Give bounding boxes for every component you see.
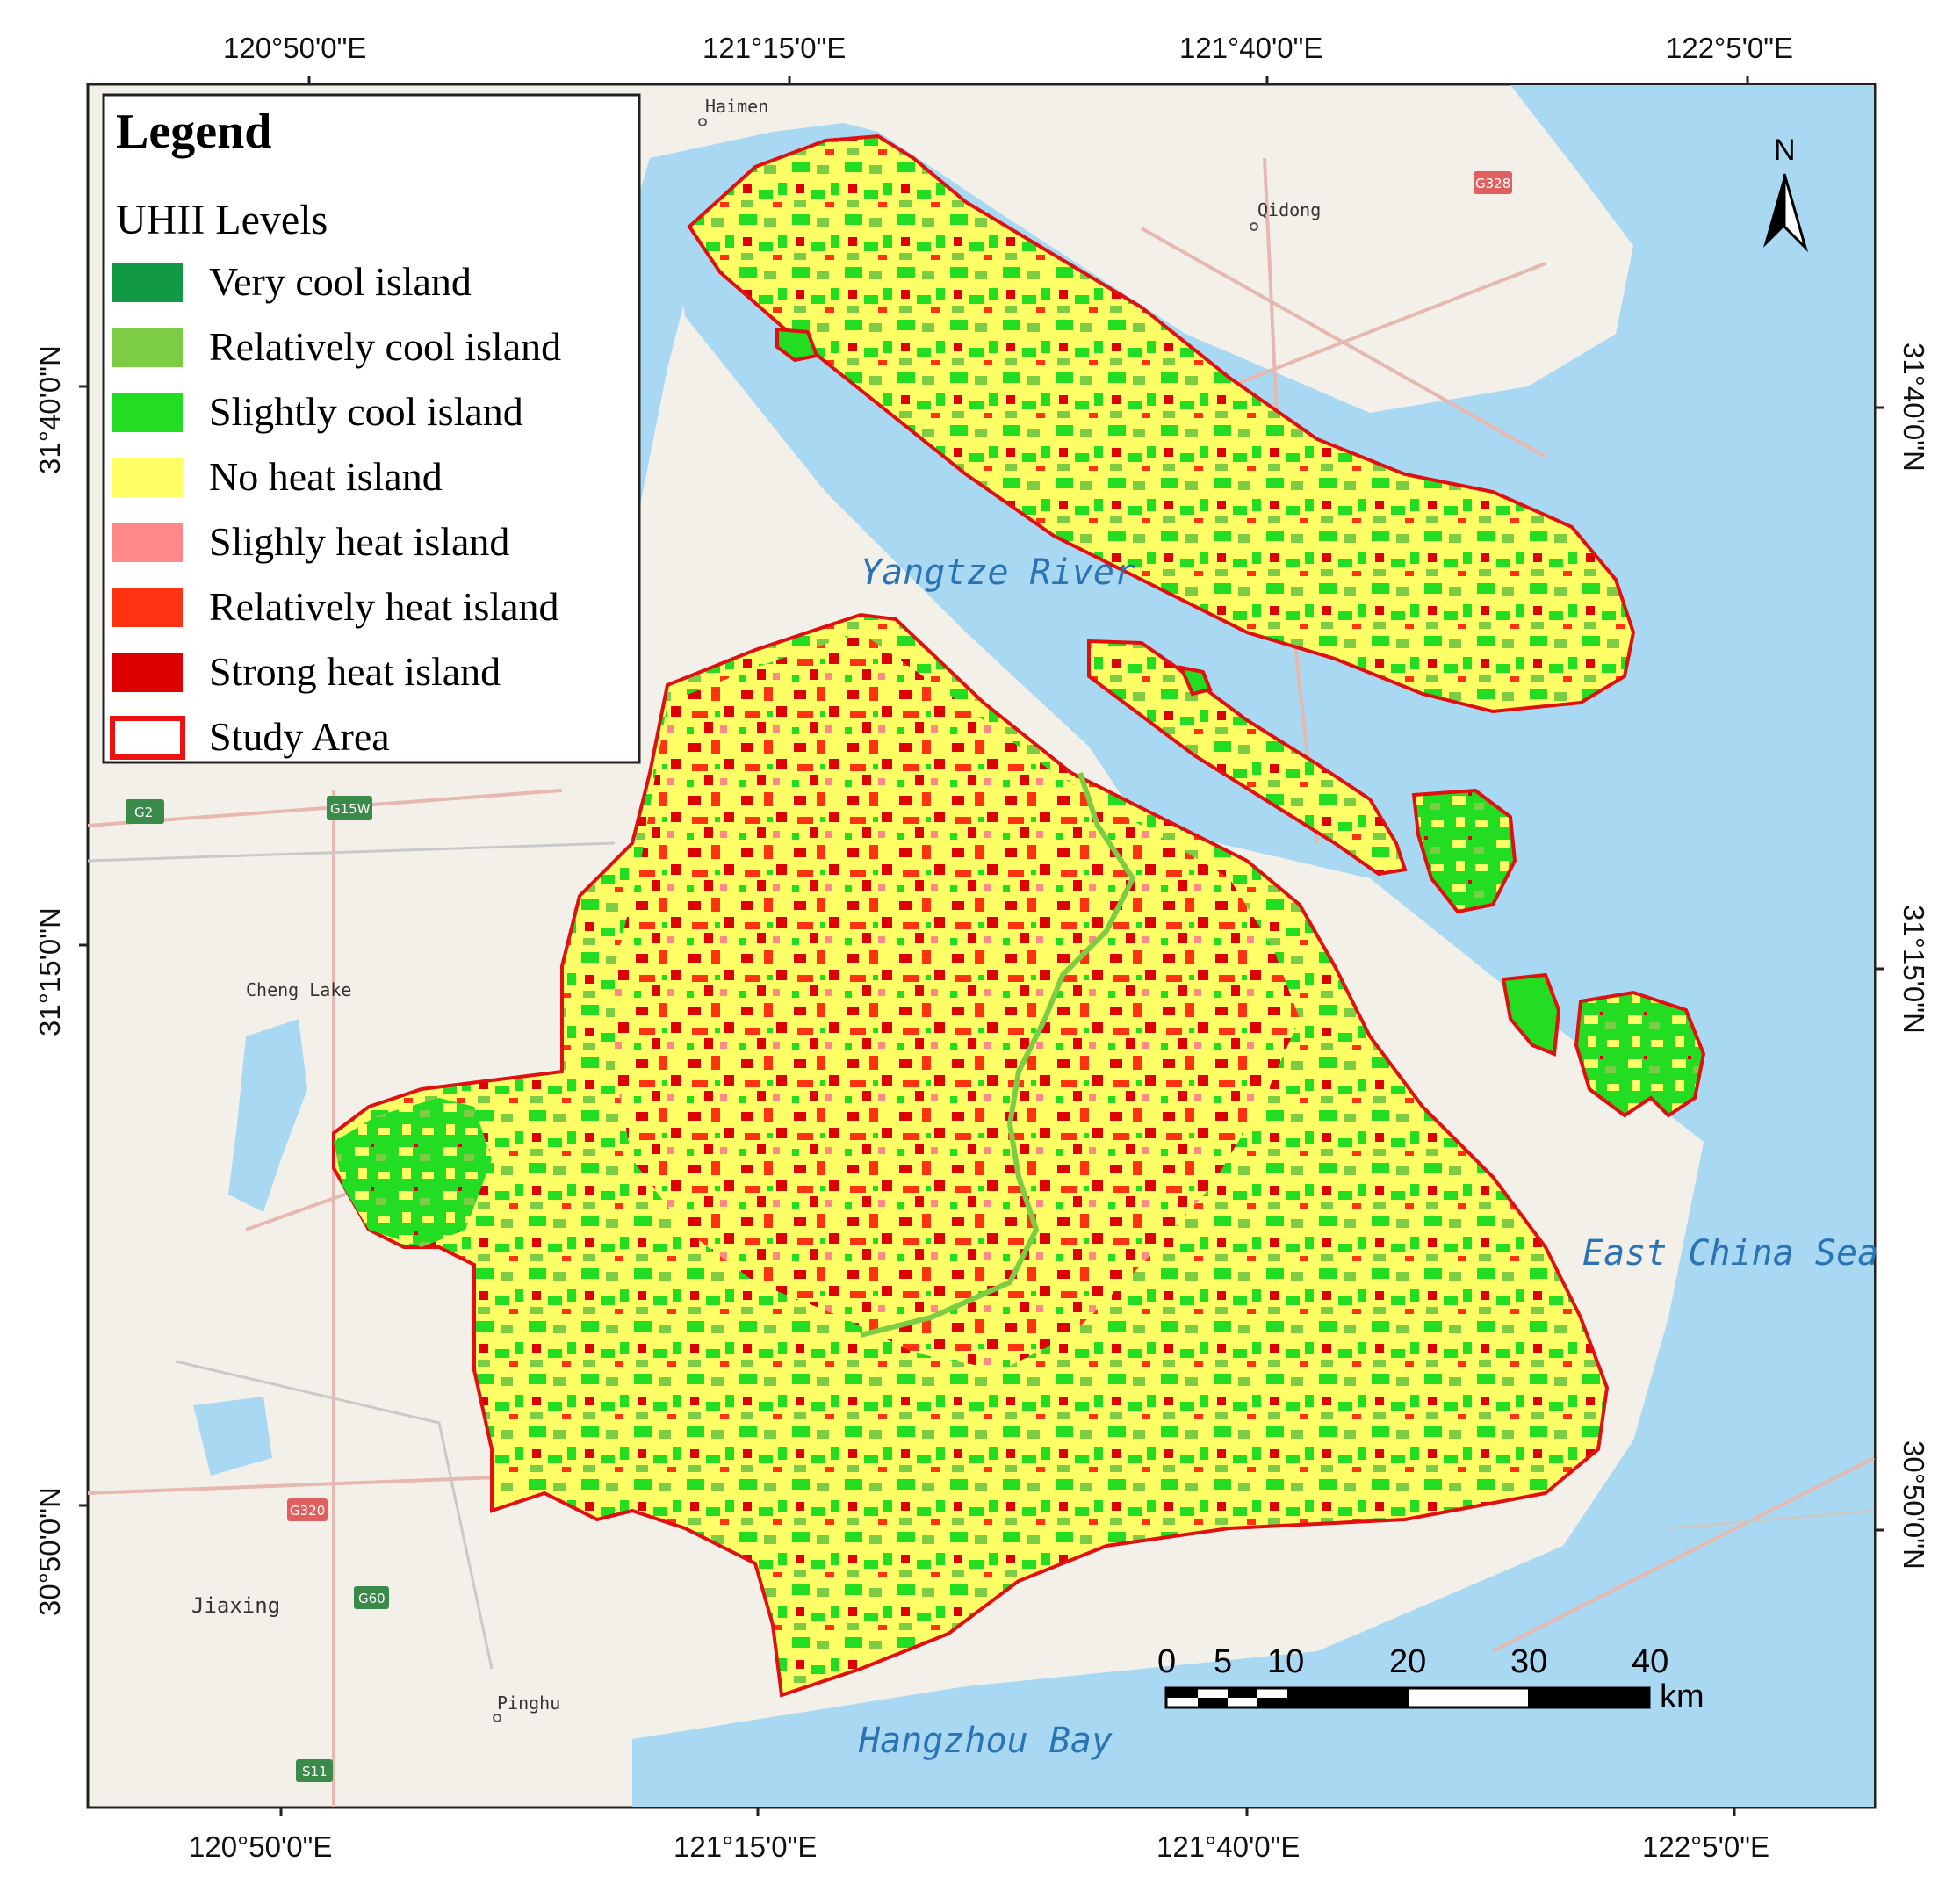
legend-subtitle: UHII Levels bbox=[116, 197, 328, 243]
cheng-lake-water bbox=[228, 1019, 307, 1212]
coord-right-2: 31°15'0"N bbox=[1898, 905, 1930, 1034]
coord-right-1: 31°40'0"N bbox=[1898, 343, 1930, 472]
legend-swatch-7 bbox=[110, 716, 185, 760]
svg-text:G60: G60 bbox=[358, 1591, 386, 1606]
scale-tick-20: 20 bbox=[1389, 1643, 1426, 1680]
road-badge-g15w: G15W bbox=[327, 796, 372, 820]
label-hangzhou-bay: Hangzhou Bay bbox=[858, 1721, 1113, 1761]
north-arrow: N bbox=[1763, 134, 1809, 253]
label-east-china-sea: East China Sea bbox=[1582, 1233, 1878, 1274]
coord-top-4: 122°5'0"E bbox=[1666, 32, 1793, 64]
small-island-2 bbox=[1178, 665, 1213, 697]
coord-left-3: 30°50'0"N bbox=[33, 1487, 66, 1616]
sea-area bbox=[632, 85, 1874, 1807]
road-badge-g320: G320 bbox=[287, 1498, 328, 1521]
legend-item-label-1: Relatively cool island bbox=[209, 324, 561, 369]
scale-tick-0: 0 bbox=[1157, 1643, 1176, 1680]
coordinate-labels: 120°50'0"E 121°15'0"E 121°40'0"E 122°5'0… bbox=[33, 32, 1930, 1863]
legend-swatch-5 bbox=[112, 588, 183, 627]
svg-text:G328: G328 bbox=[1475, 176, 1510, 191]
legend-swatch-3 bbox=[112, 458, 183, 497]
legend-swatch-1 bbox=[112, 328, 183, 367]
coord-bottom-3: 121°40'0"E bbox=[1157, 1830, 1300, 1863]
scale-bar: 0 5 10 20 30 40 km bbox=[1157, 1643, 1704, 1715]
hengsha-island bbox=[1411, 788, 1517, 914]
road-badge-g60: G60 bbox=[354, 1586, 389, 1609]
legend-item-label-5: Relatively heat island bbox=[209, 584, 559, 629]
coord-top-3: 121°40'0"E bbox=[1179, 32, 1322, 64]
north-arrow-label: N bbox=[1774, 134, 1796, 167]
scale-tick-5: 5 bbox=[1214, 1643, 1232, 1680]
chongming-island bbox=[687, 134, 1636, 714]
legend-swatch-6 bbox=[112, 653, 183, 692]
coord-bottom-1: 120°50'0"E bbox=[189, 1830, 332, 1863]
place-pinghu: Pinghu bbox=[497, 1693, 560, 1714]
legend: Legend UHII Levels Very cool island Relat… bbox=[102, 93, 641, 764]
legend-item-label-2: Slightly cool island bbox=[209, 389, 523, 434]
urban-heat-core bbox=[615, 632, 1300, 1370]
road-badge-g2: G2 bbox=[126, 799, 164, 824]
scale-tick-40: 40 bbox=[1632, 1643, 1668, 1680]
svg-text:G320: G320 bbox=[290, 1503, 325, 1519]
road-badge-g328: G328 bbox=[1474, 171, 1512, 194]
place-haimen: Haimen bbox=[705, 96, 768, 117]
scale-tick-10: 10 bbox=[1267, 1643, 1304, 1680]
coord-right-3: 30°50'0"N bbox=[1898, 1440, 1930, 1570]
legend-item-label-3: No heat island bbox=[209, 454, 443, 499]
legend-item-label-6: Strong heat island bbox=[209, 649, 501, 694]
place-jiaxing: Jiaxing bbox=[191, 1593, 280, 1618]
place-labels: Haimen Qidong Cheng Lake Jiaxing Pinghu bbox=[191, 96, 1321, 1722]
svg-text:S11: S11 bbox=[302, 1764, 328, 1779]
scale-unit: km bbox=[1660, 1678, 1704, 1715]
legend-swatch-2 bbox=[112, 393, 183, 432]
coord-bottom-4: 122°5'0"E bbox=[1642, 1830, 1769, 1863]
huangpu-river bbox=[860, 772, 1136, 1338]
coord-top-1: 120°50'0"E bbox=[223, 32, 366, 64]
coord-left-2: 31°15'0"N bbox=[33, 907, 66, 1036]
jiuduansha-island-1 bbox=[1501, 972, 1561, 1057]
legend-swatch-0 bbox=[112, 263, 183, 302]
coord-top-2: 121°15'0"E bbox=[703, 32, 846, 64]
study-area bbox=[332, 134, 1706, 1698]
western-cool-zone bbox=[334, 1098, 492, 1247]
legend-swatch-4 bbox=[112, 523, 183, 562]
scale-tick-30: 30 bbox=[1510, 1643, 1547, 1680]
label-yangtze-river: Yangtze River bbox=[861, 552, 1135, 593]
svg-text:G2: G2 bbox=[134, 805, 153, 820]
legend-title: Legend bbox=[116, 105, 271, 159]
legend-item-label-0: Very cool island bbox=[209, 259, 472, 304]
place-qidong: Qidong bbox=[1257, 199, 1321, 220]
legend-item-label-7: Study Area bbox=[209, 714, 390, 759]
legend-item-label-4: Slighly heat island bbox=[209, 519, 509, 564]
road-badges: G2 G15W G328 G320 G60 S11 bbox=[126, 171, 1512, 1782]
place-cheng-lake: Cheng Lake bbox=[246, 979, 351, 1000]
coord-bottom-2: 121°15'0"E bbox=[674, 1830, 817, 1863]
svg-text:G15W: G15W bbox=[330, 801, 371, 817]
road-badge-s11: S11 bbox=[296, 1759, 333, 1782]
north-arrow-icon bbox=[1763, 174, 1784, 248]
coord-left-1: 31°40'0"N bbox=[33, 345, 66, 474]
jiuduansha-island-2 bbox=[1574, 990, 1706, 1118]
small-island bbox=[775, 327, 819, 363]
